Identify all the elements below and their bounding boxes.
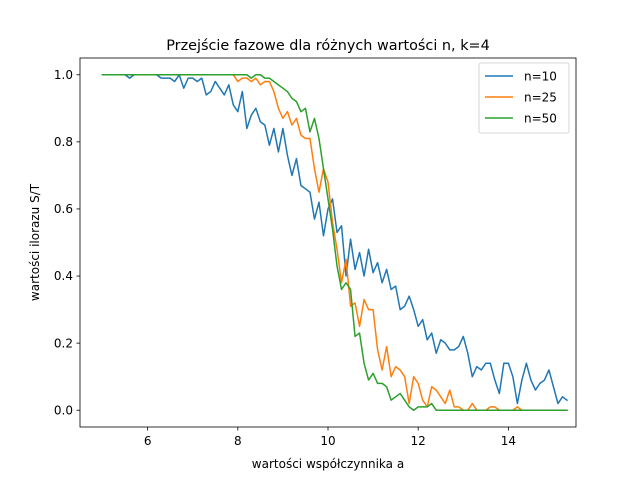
legend-box [478, 62, 570, 134]
y-tick-label: 1.0 [54, 68, 73, 82]
series-layer [101, 74, 569, 411]
y-tick-label: 0.0 [54, 403, 73, 417]
y-axis-label: wartości ilorazu S/T [28, 183, 42, 301]
series-line-n-50 [101, 74, 568, 411]
x-axis-ticks: 6 8 10 12 14 [144, 427, 516, 448]
x-tick-label: 12 [411, 434, 426, 448]
y-tick-label: 0.6 [54, 202, 73, 216]
x-tick-label: 8 [234, 434, 242, 448]
y-tick-label: 0.8 [54, 135, 73, 149]
legend-label-n-25: n=25 [524, 90, 557, 104]
legend-label-n-50: n=50 [524, 111, 557, 125]
x-axis-label: wartości współczynnika a [252, 457, 404, 471]
y-tick-label: 0.2 [54, 336, 73, 350]
legend: n=10 n=25 n=50 [478, 62, 570, 134]
series-line-n-10 [101, 74, 569, 405]
chart-title: Przejście fazowe dla różnych wartości n,… [166, 38, 490, 54]
y-tick-label: 0.4 [54, 269, 73, 283]
x-tick-label: 10 [320, 434, 335, 448]
x-tick-label: 6 [144, 434, 152, 448]
x-tick-label: 14 [501, 434, 516, 448]
legend-label-n-10: n=10 [524, 69, 557, 83]
y-axis-ticks: 0.0 0.2 0.4 0.6 0.8 1.0 [54, 68, 80, 417]
